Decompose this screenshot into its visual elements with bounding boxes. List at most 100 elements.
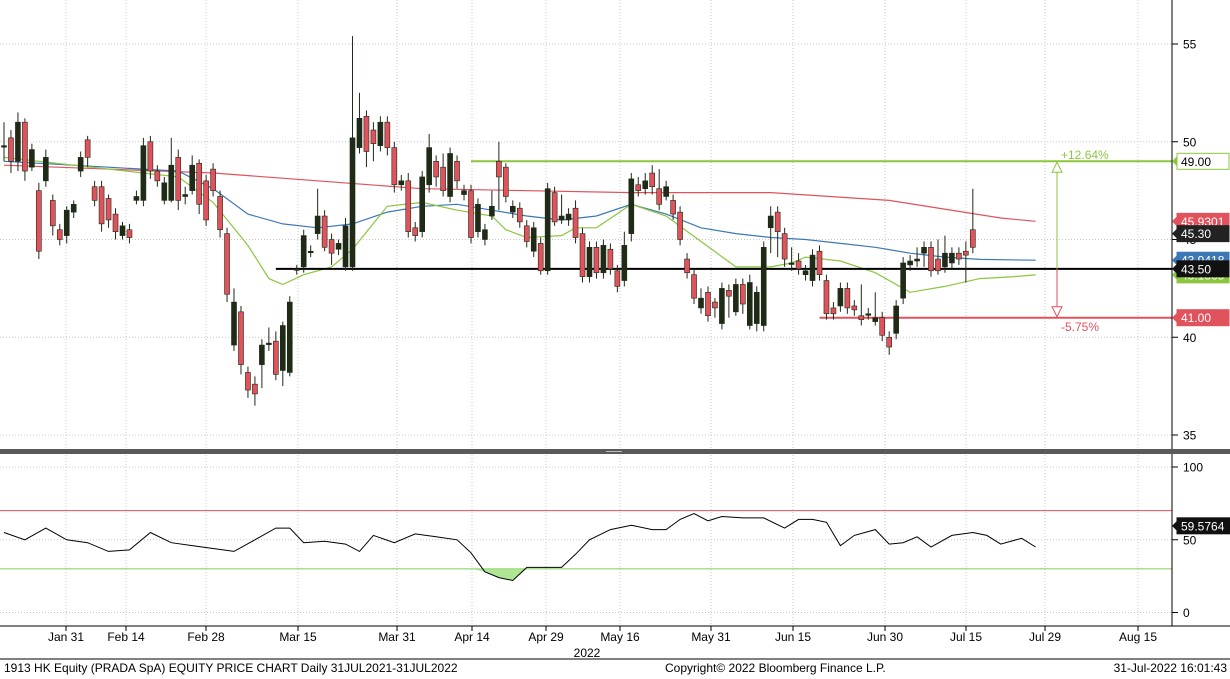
- annotations: 43.186543.941845.930149.0041.0043.5045.3…: [1051, 148, 1230, 535]
- candle-body: [942, 252, 948, 268]
- candle-body: [663, 186, 669, 197]
- candle-body: [112, 213, 119, 232]
- candle-body: [8, 137, 14, 162]
- candle-body: [475, 204, 481, 232]
- candle-down: [816, 245, 823, 281]
- candle-body: [956, 252, 962, 260]
- candle-down: [572, 200, 579, 244]
- candle-body: [642, 180, 649, 189]
- price-level-lines: [275, 160, 1172, 319]
- candle-down: [795, 253, 802, 275]
- loss-percent-label: -5.75%: [1061, 320, 1099, 334]
- candle-body: [405, 180, 412, 232]
- candle-up: [565, 208, 572, 226]
- footer-chart-info: 1913 HK Equity (PRADA SpA) EQUITY PRICE …: [4, 661, 458, 675]
- candle-up: [356, 92, 363, 154]
- candle-body: [140, 145, 147, 201]
- candle-down: [858, 284, 865, 326]
- candle-up: [482, 223, 488, 246]
- candle-down: [105, 194, 112, 228]
- candle-body: [823, 280, 830, 315]
- level-mid-badge-pointer: [1172, 263, 1177, 274]
- footer-timestamp: 31-Jul-2022 16:01:43: [1113, 661, 1227, 675]
- candle-up: [544, 182, 551, 275]
- candlestick-series: [1, 36, 976, 406]
- candle-down: [670, 194, 676, 220]
- candle-body: [746, 282, 753, 326]
- candle-down: [496, 141, 502, 211]
- candle-up: [133, 190, 140, 205]
- candle-body: [684, 258, 690, 274]
- candle-body: [259, 344, 265, 365]
- candle-body: [677, 211, 683, 240]
- candle-up: [837, 282, 844, 312]
- candle-down: [217, 190, 223, 238]
- x-tick-label: Jul 15: [950, 630, 982, 644]
- candle-down: [851, 300, 858, 316]
- footer-copyright: Copyright© 2022 Bloomberg Finance L.P.: [665, 661, 886, 675]
- x-tick-label: Mar 31: [378, 630, 416, 644]
- candle-body: [760, 247, 767, 326]
- candle-body: [29, 149, 35, 168]
- candle-body: [468, 190, 474, 238]
- candle-body: [119, 225, 126, 236]
- candle-body: [621, 245, 628, 281]
- candle-body: [691, 274, 697, 299]
- candle-up: [893, 300, 899, 340]
- candle-body: [921, 247, 927, 254]
- candle-down: [433, 155, 439, 187]
- candle-up: [628, 173, 635, 242]
- candle-down: [391, 141, 398, 193]
- candle-down: [503, 163, 509, 203]
- candle-body: [224, 233, 230, 295]
- x-year-label: 2022: [574, 646, 601, 660]
- candle-up: [733, 278, 739, 316]
- candle-up: [475, 198, 481, 238]
- candle-up: [335, 239, 342, 256]
- grid-lines: [0, 0, 1172, 625]
- candle-body: [77, 157, 84, 172]
- candle-down: [175, 149, 182, 211]
- candle-body: [210, 168, 216, 191]
- candle-up: [426, 133, 432, 193]
- candle-body: [279, 325, 286, 371]
- candle-body: [635, 184, 642, 191]
- candle-down: [412, 221, 419, 242]
- candle-up: [15, 112, 21, 172]
- candle-up: [77, 151, 84, 177]
- level-mid-badge: 43.50: [1181, 262, 1211, 276]
- candle-body: [300, 235, 307, 268]
- x-tick-label: Feb 28: [187, 630, 225, 644]
- candle-body: [412, 227, 419, 236]
- candle-body: [161, 182, 168, 201]
- rsi-panel: [0, 510, 1172, 582]
- candle-body: [726, 290, 732, 297]
- candle-body: [740, 284, 746, 305]
- candle-body: [551, 192, 558, 223]
- candle-body: [809, 254, 816, 281]
- x-tick-label: Jul 29: [1029, 630, 1061, 644]
- candle-body: [454, 161, 460, 182]
- candle-body: [670, 200, 676, 215]
- candle-body: [914, 258, 920, 262]
- candle-body: [426, 147, 432, 186]
- candle-down: [328, 233, 335, 265]
- candle-down: [537, 237, 544, 275]
- candle-body: [273, 340, 279, 375]
- candle-down: [649, 165, 656, 195]
- candle-down: [523, 219, 530, 248]
- candle-down: [321, 210, 328, 252]
- candle-body: [105, 198, 112, 221]
- candle-down: [252, 376, 258, 406]
- candle-down: [363, 110, 370, 168]
- candle-down: [712, 298, 718, 318]
- candle-down: [56, 223, 63, 246]
- candle-body: [56, 229, 63, 240]
- candle-down: [886, 331, 892, 355]
- candle-body: [196, 162, 202, 205]
- candle-body: [440, 166, 446, 191]
- moving-average-line: [3, 156, 1036, 293]
- candle-body: [802, 270, 809, 275]
- ma-red-value-badge-pointer: [1172, 216, 1177, 227]
- candle-body: [698, 297, 704, 309]
